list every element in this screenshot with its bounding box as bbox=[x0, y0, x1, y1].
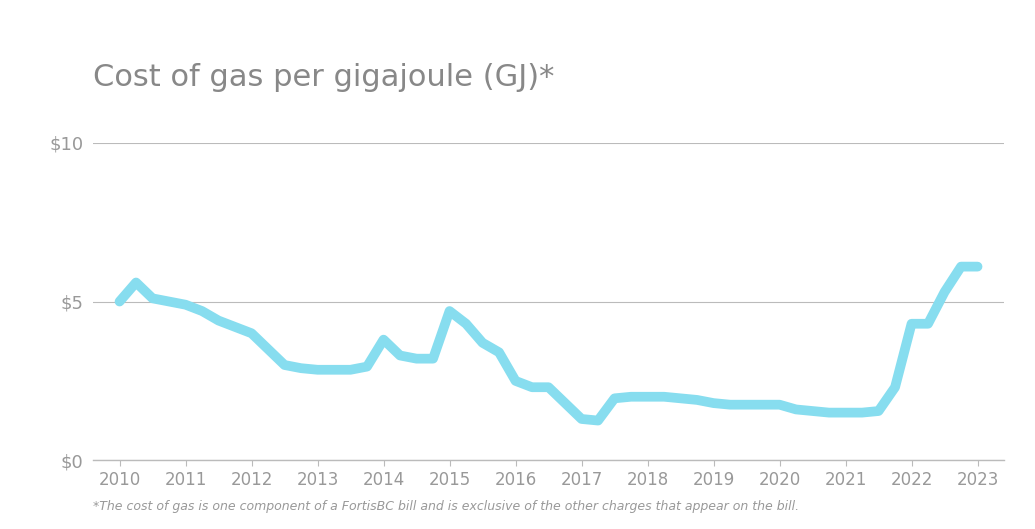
Text: Cost of gas per gigajoule (GJ)*: Cost of gas per gigajoule (GJ)* bbox=[93, 63, 555, 93]
Text: *The cost of gas is one component of a FortisBC bill and is exclusive of the oth: *The cost of gas is one component of a F… bbox=[93, 500, 799, 513]
